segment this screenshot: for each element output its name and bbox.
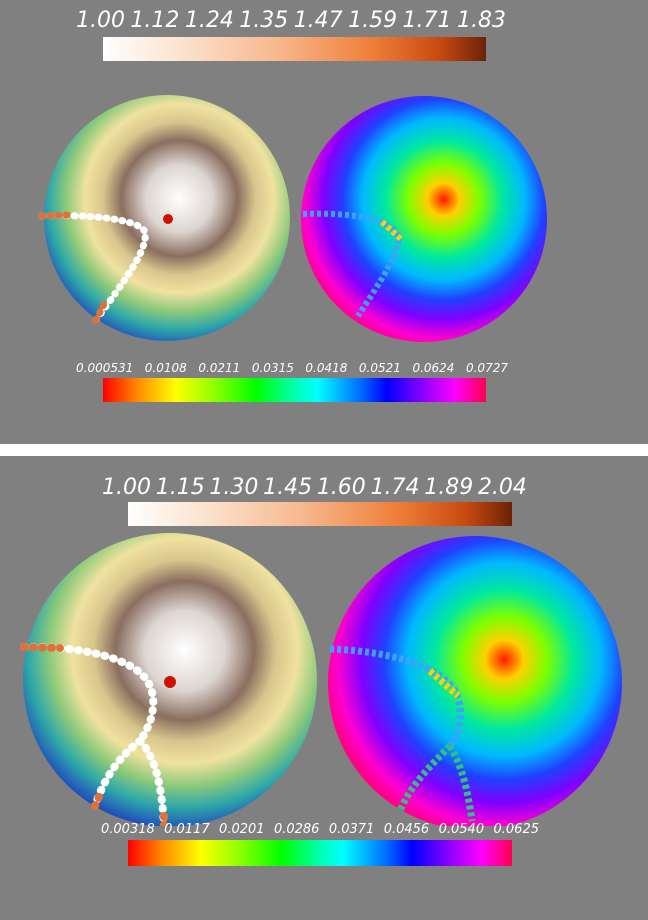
warm-scale-tick: 1.30 bbox=[209, 475, 259, 500]
warm-scale-tick: 1.47 bbox=[293, 8, 343, 33]
rainbow-scale-tick: 0.00318 bbox=[101, 822, 155, 837]
warm-color-bar bbox=[128, 502, 512, 526]
visualization-panel-top: 1.00 1.12 1.24 1.35 1.47 1.59 1.71 1.83 bbox=[0, 0, 648, 444]
geodesic-path-ends bbox=[92, 296, 110, 324]
source-point-marker bbox=[163, 214, 173, 224]
geodesic-path-ends bbox=[91, 786, 106, 810]
warm-scale-tick: 1.15 bbox=[155, 475, 205, 500]
warm-scale-tick: 1.00 bbox=[76, 8, 125, 33]
geodesic-path bbox=[38, 212, 149, 324]
warm-scale-tick: 1.35 bbox=[239, 8, 289, 33]
error-sphere bbox=[301, 96, 547, 342]
error-path bbox=[446, 744, 476, 822]
warm-scale-tick: 1.60 bbox=[316, 475, 366, 500]
rainbow-scale-tick: 0.0521 bbox=[358, 361, 401, 375]
sphere-views bbox=[20, 533, 622, 826]
rainbow-color-bar bbox=[128, 840, 512, 866]
rainbow-scale-tick: 0.0108 bbox=[144, 361, 187, 375]
error-path bbox=[427, 668, 461, 699]
rainbow-scale-tick: 0.0625 bbox=[493, 822, 540, 837]
geodesic-path-ends bbox=[38, 211, 74, 220]
warm-scale-tick: 1.74 bbox=[370, 475, 420, 500]
warm-scale-tick: 1.24 bbox=[184, 8, 234, 33]
warm-scale-tick: 1.83 bbox=[456, 8, 506, 33]
rainbow-scale-tick: 0.0371 bbox=[328, 822, 375, 837]
rainbow-scale-tick: 0.0727 bbox=[465, 361, 508, 375]
warm-color-bar bbox=[103, 37, 486, 61]
rainbow-scale-tick: 0.0418 bbox=[305, 361, 348, 375]
error-path bbox=[396, 743, 453, 813]
rainbow-color-bar bbox=[103, 378, 486, 402]
source-point-marker bbox=[164, 676, 176, 688]
warm-scale-tick: 2.04 bbox=[477, 475, 527, 500]
rainbow-scale-tick: 0.0624 bbox=[412, 361, 455, 375]
visualization-panel-bottom: 1.00 1.15 1.30 1.45 1.60 1.74 1.89 2.04 bbox=[0, 456, 648, 920]
warm-scale-ticks: 1.00 1.12 1.24 1.35 1.47 1.59 1.71 1.83 bbox=[76, 8, 506, 33]
error-sphere bbox=[328, 536, 622, 826]
error-path bbox=[379, 219, 405, 243]
rainbow-scale-tick: 0.0540 bbox=[438, 822, 485, 837]
rainbow-scale-tick: 0.0117 bbox=[164, 822, 210, 837]
warm-scale-tick: 1.12 bbox=[130, 8, 180, 33]
warm-scale-tick: 1.00 bbox=[102, 475, 151, 500]
sphere-views bbox=[38, 95, 547, 342]
geodesic-path-ends bbox=[20, 643, 64, 652]
rainbow-scale-tick: 0.0286 bbox=[273, 822, 320, 837]
warm-scale-ticks: 1.00 1.15 1.30 1.45 1.60 1.74 1.89 2.04 bbox=[102, 475, 527, 500]
geodesic-path bbox=[20, 642, 158, 745]
rainbow-scale-ticks: 0.00318 0.0117 0.0201 0.0286 0.0371 0.04… bbox=[101, 822, 539, 837]
warm-scale-tick: 1.45 bbox=[263, 475, 313, 500]
warm-scale-tick: 1.59 bbox=[348, 8, 398, 33]
rainbow-scale-tick: 0.0456 bbox=[383, 822, 430, 837]
rainbow-scale-tick: 0.0211 bbox=[198, 361, 241, 375]
warm-scale-tick: 1.71 bbox=[402, 8, 452, 33]
rainbow-scale-ticks: 0.000531 0.0108 0.0211 0.0315 0.0418 0.0… bbox=[76, 361, 508, 375]
error-path bbox=[302, 210, 402, 318]
rainbow-scale-tick: 0.000531 bbox=[76, 361, 134, 375]
warm-scale-tick: 1.89 bbox=[424, 475, 474, 500]
rainbow-scale-tick: 0.0201 bbox=[219, 822, 265, 837]
rainbow-scale-tick: 0.0315 bbox=[251, 361, 294, 375]
